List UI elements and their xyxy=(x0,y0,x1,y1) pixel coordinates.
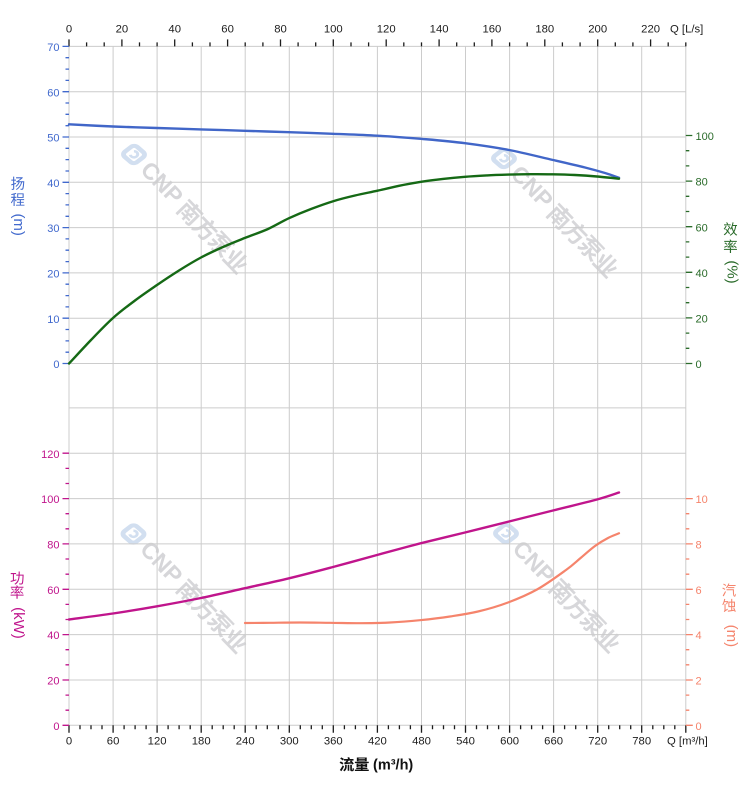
svg-text:Q [m³/h]: Q [m³/h] xyxy=(667,736,708,748)
svg-text:2: 2 xyxy=(696,676,702,688)
svg-text:10: 10 xyxy=(47,314,59,326)
svg-text:140: 140 xyxy=(430,23,449,35)
svg-text:30: 30 xyxy=(47,223,59,235)
svg-text:40: 40 xyxy=(696,268,708,280)
svg-text:120: 120 xyxy=(41,449,59,461)
svg-text:480: 480 xyxy=(412,736,431,748)
svg-text:(m³/h): (m³/h) xyxy=(373,758,413,774)
svg-text:0: 0 xyxy=(66,736,72,748)
svg-text:60: 60 xyxy=(221,23,234,35)
svg-text:8: 8 xyxy=(696,540,702,552)
svg-text:0: 0 xyxy=(53,721,59,733)
svg-text:70: 70 xyxy=(47,42,59,54)
svg-text:20: 20 xyxy=(696,314,708,326)
svg-text:100: 100 xyxy=(696,131,714,143)
svg-text:120: 120 xyxy=(148,736,167,748)
svg-text:40: 40 xyxy=(47,178,59,190)
svg-text:(m): (m) xyxy=(723,625,740,648)
svg-text:100: 100 xyxy=(41,494,59,506)
svg-text:(m): (m) xyxy=(10,213,27,236)
svg-text:0: 0 xyxy=(696,721,702,733)
svg-text:0: 0 xyxy=(66,23,72,35)
svg-text:60: 60 xyxy=(696,222,708,234)
svg-text:120: 120 xyxy=(377,23,396,35)
svg-text:60: 60 xyxy=(47,87,59,99)
svg-text:180: 180 xyxy=(192,736,211,748)
svg-text:40: 40 xyxy=(168,23,181,35)
svg-text:720: 720 xyxy=(588,736,607,748)
svg-text:0: 0 xyxy=(53,359,59,371)
svg-text:240: 240 xyxy=(236,736,255,748)
svg-text:540: 540 xyxy=(456,736,475,748)
svg-text:660: 660 xyxy=(544,736,563,748)
svg-text:40: 40 xyxy=(47,630,59,642)
svg-text:60: 60 xyxy=(107,736,120,748)
svg-text:0: 0 xyxy=(696,359,702,371)
svg-text:Q [L/s]: Q [L/s] xyxy=(670,23,703,35)
svg-text:20: 20 xyxy=(47,269,59,281)
svg-text:300: 300 xyxy=(280,736,299,748)
svg-text:80: 80 xyxy=(47,540,59,552)
svg-text:200: 200 xyxy=(588,23,607,35)
svg-text:50: 50 xyxy=(47,133,59,145)
svg-text:80: 80 xyxy=(274,23,287,35)
svg-text:10: 10 xyxy=(696,494,708,506)
svg-text:160: 160 xyxy=(482,23,501,35)
svg-text:(kW): (kW) xyxy=(10,607,27,639)
svg-text:20: 20 xyxy=(47,676,59,688)
svg-text:180: 180 xyxy=(535,23,554,35)
svg-text:220: 220 xyxy=(641,23,660,35)
svg-text:100: 100 xyxy=(324,23,343,35)
svg-text:60: 60 xyxy=(47,585,59,597)
svg-text:6: 6 xyxy=(696,585,702,597)
svg-text:20: 20 xyxy=(116,23,129,35)
svg-text:600: 600 xyxy=(500,736,519,748)
svg-text:(%): (%) xyxy=(723,260,740,283)
svg-text:780: 780 xyxy=(632,736,651,748)
svg-text:360: 360 xyxy=(324,736,343,748)
svg-text:4: 4 xyxy=(696,630,702,642)
svg-text:420: 420 xyxy=(368,736,387,748)
svg-text:80: 80 xyxy=(696,177,708,189)
